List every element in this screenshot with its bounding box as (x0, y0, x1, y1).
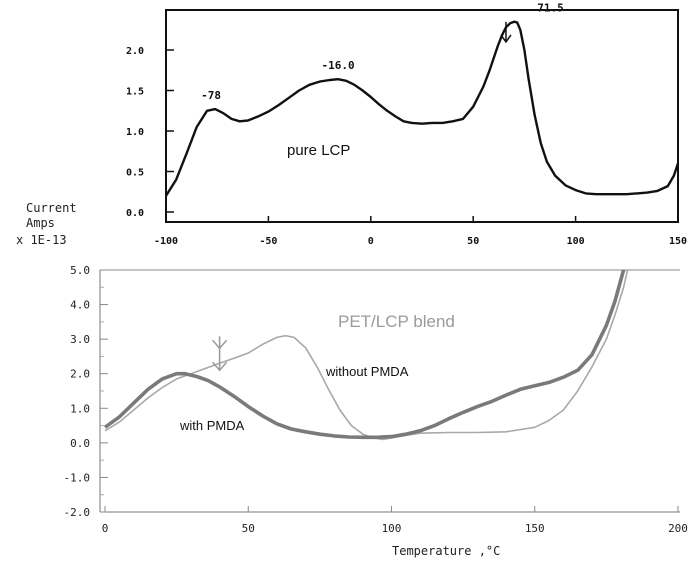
top-y-tick-label: 1.0 (126, 127, 144, 138)
bottom-x-tick-label: 150 (525, 522, 545, 535)
pure-lcp-label: pure LCP (287, 142, 350, 159)
top-y-tick-label: 2.0 (126, 46, 144, 57)
bottom-y-tick-label: 1.0 (70, 402, 90, 415)
top-x-tick-label: -50 (259, 236, 277, 247)
peak-label: -16.0 (321, 59, 354, 72)
series-without-pmda-line (104, 270, 629, 441)
top-x-tick-label: 100 (567, 236, 585, 247)
bottom-y-ticks: 5.0 4.0 3.0 2.0 1.0 0.0 -1.0 -2.0 (64, 264, 108, 519)
x-axis-label: Temperature ,°C (392, 544, 500, 558)
bottom-arrow-marker (212, 336, 228, 372)
y-axis-label-line3: x 1E-13 (16, 233, 67, 247)
top-plot-frame (165, 9, 679, 223)
bottom-arrow-head-upper (212, 339, 228, 350)
top-y-tick-label: 0.5 (126, 168, 144, 179)
bottom-x-ticks: 0 50 100 150 200 (102, 506, 688, 535)
bottom-y-tick-label: -2.0 (64, 506, 91, 519)
top-y-tick-label: 1.5 (126, 87, 144, 98)
bottom-y-tick-label: 5.0 (70, 264, 90, 277)
without-pmda-label: without PMDA (325, 364, 409, 379)
top-x-ticks: -100 -50 0 50 100 150 (154, 216, 687, 247)
top-y-tick-label: 0.0 (126, 208, 144, 219)
top-x-tick-label: 150 (669, 236, 687, 247)
bottom-y-tick-label: 4.0 (70, 299, 90, 312)
bottom-x-tick-label: 200 (668, 522, 688, 535)
top-x-tick-label: 0 (368, 236, 374, 247)
blend-title: PET/LCP blend (338, 312, 455, 331)
top-x-tick-label: -100 (154, 236, 178, 247)
peak-label: 71.5 (537, 2, 564, 15)
bottom-y-tick-label: 3.0 (70, 333, 90, 346)
bottom-y-tick-label: -1.0 (64, 471, 91, 484)
pure-lcp-chart: 0.0 0.5 1.0 1.5 2.0 -100 -50 0 50 100 150 -78 -16.… (126, 2, 687, 247)
series-with-pmda-line (103, 270, 626, 440)
pet-lcp-blend-chart: 5.04.03.02.01.00.0-1.0-2.0 0 50 100 150 200 … (16, 201, 688, 558)
top-arrow-head (500, 34, 512, 44)
top-arrow-marker (500, 21, 512, 44)
top-peak-labels: -78 -16.0 71.5 (201, 2, 564, 102)
bottom-y-tick-label: 0.0 (70, 437, 90, 450)
y-axis-label-line2: Amps (26, 216, 55, 230)
peak-label: -78 (201, 89, 221, 102)
top-y-ticks: 0.0 0.5 1.0 1.5 2.0 (126, 46, 174, 219)
bottom-y-tick-label: 2.0 (70, 368, 90, 381)
bottom-x-tick-label: 100 (382, 522, 402, 535)
bottom-arrow-head-lower (212, 361, 228, 372)
top-x-tick-label: 50 (467, 236, 479, 247)
bottom-x-tick-label: 0 (102, 522, 109, 535)
series-pure-lcp-line (166, 20, 680, 197)
y-axis-label-line1: Current (26, 201, 77, 215)
bottom-x-tick-label: 50 (242, 522, 255, 535)
with-pmda-label: with PMDA (179, 418, 245, 433)
